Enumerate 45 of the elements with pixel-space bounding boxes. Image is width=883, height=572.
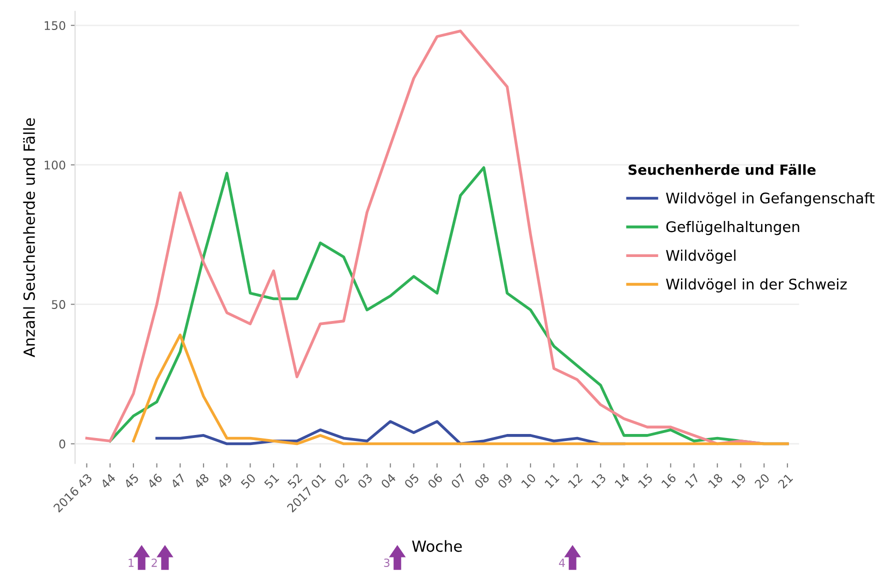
x-tick-label: 52 xyxy=(287,473,303,489)
x-tick-label: 48 xyxy=(193,473,210,490)
x-tick-label: 08 xyxy=(474,473,490,489)
x-tick-label: 16 xyxy=(661,473,677,489)
x-tick-label: 51 xyxy=(264,473,280,489)
x-tick-label: 13 xyxy=(591,473,606,489)
x-tick-label: 47 xyxy=(170,473,186,489)
text: 4 xyxy=(558,558,565,567)
y-tick-label: 150 xyxy=(44,21,66,30)
legend-title: Seuchenherde und Fälle xyxy=(628,164,816,175)
x-tick-label: 49 xyxy=(216,473,233,490)
x-tick-label: 15 xyxy=(638,473,654,489)
y-tick-label: 0 xyxy=(59,440,66,448)
x-tick-label: 21 xyxy=(778,473,794,489)
line-series xyxy=(132,334,789,446)
x-tick-label: 17 xyxy=(684,473,700,488)
text: 2 xyxy=(152,558,157,567)
y-tick-label: 100 xyxy=(44,160,66,170)
legend-label: Wildvögel in der Schweiz xyxy=(666,278,847,292)
legend-label: Wildvögel xyxy=(666,250,736,264)
x-tick-label: 14 xyxy=(614,473,630,488)
x-axis-title: Woche xyxy=(412,540,462,552)
x-tick-label: 09 xyxy=(497,473,514,489)
x-tick-label: 46 xyxy=(146,473,163,490)
text: 3 xyxy=(384,558,390,567)
legend-label: Geflügelhaltungen xyxy=(666,220,800,236)
x-tick-label: 07 xyxy=(450,473,466,489)
x-tick-label: 45 xyxy=(123,473,140,490)
x-tick-label: 50 xyxy=(240,473,256,489)
text: 1 xyxy=(128,558,134,567)
x-tick-label: 03 xyxy=(357,473,373,489)
x-tick-label: 44 xyxy=(100,473,116,489)
x-tick-label: 11 xyxy=(544,473,560,488)
x-tick-label: 20 xyxy=(754,473,770,489)
x-tick-label: 05 xyxy=(404,473,420,489)
y-tick-label: 50 xyxy=(52,300,66,309)
x-tick-label: 04 xyxy=(380,472,396,489)
x-tick-label: 10 xyxy=(520,473,536,489)
legend-label: Wildvögel in Gefangenschaft xyxy=(666,192,874,206)
x-tick-label: 18 xyxy=(708,473,724,489)
x-tick-label: 06 xyxy=(427,473,444,489)
x-tick-label: 19 xyxy=(731,473,747,489)
x-tick-label: 12 xyxy=(568,473,583,488)
y-axis-title: Anzahl Seuchenherde und Fälle xyxy=(23,118,35,358)
x-tick-label: 02 xyxy=(334,473,350,489)
